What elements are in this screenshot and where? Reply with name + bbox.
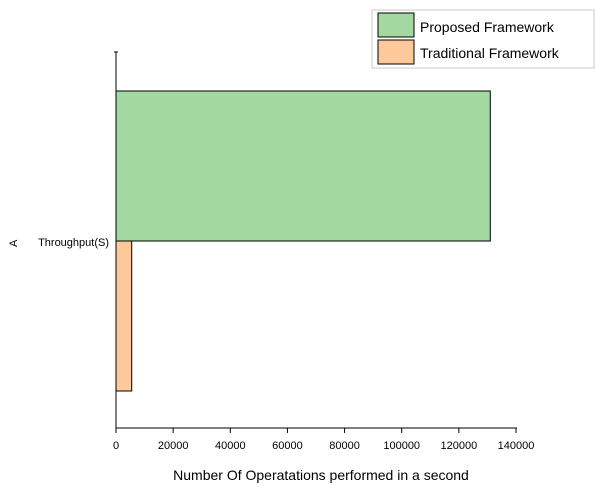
- x-tick-label: 20000: [158, 440, 189, 452]
- x-ticks-group: 0 20000 40000 60000 80000 100000 120000 140000: [113, 428, 534, 452]
- legend-label-proposed: Proposed Framework: [420, 19, 555, 35]
- bar-traditional: [115, 240, 133, 392]
- bars-group: [115, 90, 491, 392]
- x-tick-label: 60000: [272, 440, 303, 452]
- x-tick-label: 80000: [329, 440, 360, 452]
- category-marker: A: [8, 239, 20, 247]
- x-axis-title: Number Of Operatations performed in a se…: [173, 467, 469, 483]
- x-tick-label: 140000: [498, 440, 535, 452]
- x-tick-label: 100000: [383, 440, 420, 452]
- legend: Proposed Framework Traditional Framework: [371, 9, 595, 69]
- legend-swatch-traditional: [377, 39, 415, 65]
- legend-swatch-proposed: [377, 12, 415, 38]
- x-tick-label: 120000: [440, 440, 477, 452]
- category-label: Throughput(S): [38, 237, 109, 249]
- x-tick-label: 40000: [215, 440, 246, 452]
- bar-proposed: [115, 90, 491, 242]
- legend-label-traditional: Traditional Framework: [420, 45, 560, 61]
- x-tick-label: 0: [113, 440, 119, 452]
